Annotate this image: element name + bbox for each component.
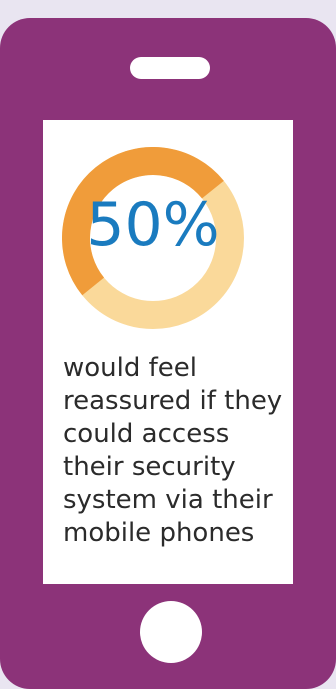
speaker-slot-icon: [130, 57, 210, 79]
home-button-icon: [140, 601, 202, 663]
caption-line: their security: [63, 452, 236, 482]
caption-line: reassured if they: [63, 386, 283, 416]
caption-line: system via their: [63, 485, 273, 515]
phone-screen: 50% would feel reassured if they could a…: [43, 120, 293, 584]
caption-line: mobile phones: [63, 518, 255, 548]
donut-chart: [62, 147, 244, 329]
caption-line: could access: [63, 419, 230, 449]
stat-caption: would feel reassured if they could acces…: [63, 352, 291, 550]
stat-value: 50%: [86, 190, 220, 260]
phone-illustration: 50% would feel reassured if they could a…: [0, 18, 336, 689]
donut-highlight-arc: [62, 147, 244, 329]
caption-line: would feel: [63, 353, 198, 383]
